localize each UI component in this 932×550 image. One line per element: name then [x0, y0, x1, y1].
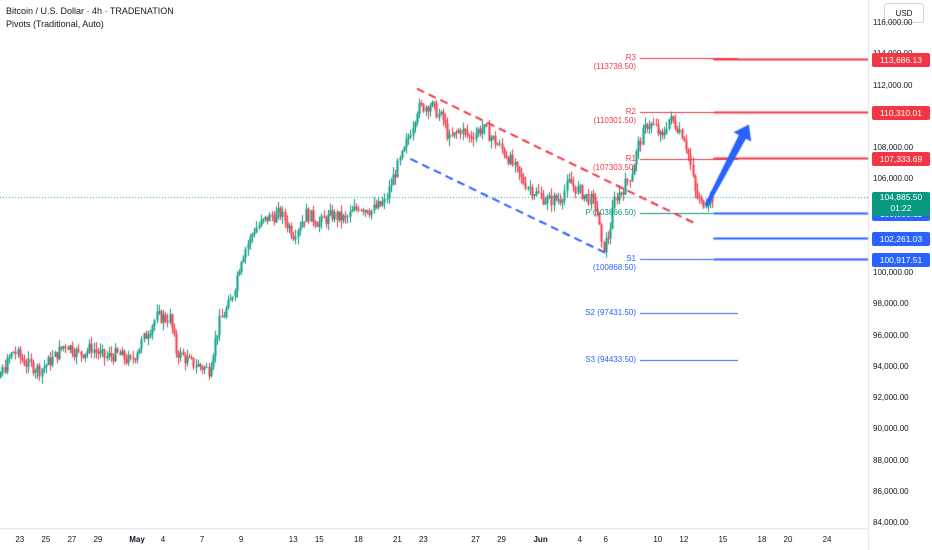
- y-tick-label: 100,000.00: [873, 268, 914, 277]
- y-tick-label: 106,000.00: [873, 174, 914, 184]
- x-tick-label: 6: [603, 535, 608, 544]
- x-tick-label: 18: [757, 535, 767, 544]
- y-tick-label: 88,000.00: [873, 455, 909, 465]
- pivot-label-r2: R2 (110301.50): [593, 106, 636, 125]
- y-tick-label: 112,000.00: [873, 80, 913, 90]
- y-tick-label: 92,000.00: [873, 393, 909, 402]
- x-tick-label: Jun: [533, 535, 548, 544]
- y-tick-label: 98,000.00: [873, 299, 909, 309]
- x-tick-label: 20: [783, 535, 793, 544]
- x-tick-label: 29: [497, 535, 506, 544]
- x-tick-label: 13: [288, 535, 298, 544]
- y-tick-label: 94,000.00: [873, 361, 909, 371]
- symbol-title: Bitcoin / U.S. Dollar · 4h · TRADENATION: [6, 6, 174, 16]
- x-tick-label: May: [129, 535, 145, 544]
- x-tick-label: 18: [353, 535, 363, 544]
- x-tick-label: 15: [314, 535, 324, 544]
- x-tick-label: 21: [392, 535, 402, 544]
- current-price-value: 104,885.50: [879, 191, 923, 202]
- x-tick-label: 27: [471, 535, 480, 544]
- x-tick-label: 15: [718, 535, 728, 544]
- x-tick-label: 9: [238, 535, 244, 544]
- x-tick-label: 27: [67, 535, 77, 544]
- level-tag: 107,333.69: [872, 151, 930, 166]
- y-tick-label: 90,000.00: [873, 424, 909, 434]
- y-tick-label: 116,000.00: [873, 18, 913, 27]
- x-tick-label: 12: [679, 535, 689, 544]
- x-tick-label: 4: [577, 535, 582, 544]
- currency-button[interactable]: USD: [884, 3, 924, 23]
- x-tick-label: 23: [15, 535, 25, 544]
- y-tick-label: 108,000.00: [873, 143, 914, 152]
- y-tick-label: 86,000.00: [873, 486, 909, 496]
- x-tick-label: 10: [653, 535, 663, 544]
- pivot-label-r3: R3 (113738.50): [593, 52, 636, 71]
- countdown: 01:22: [890, 202, 912, 213]
- pivot-label-s2: S2 (97431.50): [585, 307, 636, 317]
- x-tick-label: 7: [199, 535, 205, 544]
- x-tick-label: 24: [822, 535, 832, 544]
- level-tag: 110,310.01: [872, 105, 930, 120]
- current-price-tag: 104,885.50 01:22: [872, 191, 930, 216]
- pivot-label-r1: R1 (107303.50): [592, 153, 636, 172]
- pivot-label-s1: S1 (100868.50): [592, 253, 636, 272]
- pivot-label-s3: S3 (94433.50): [585, 354, 636, 364]
- x-tick-label: 4: [160, 535, 166, 544]
- x-tick-label: 25: [41, 535, 51, 544]
- level-tag: 113,686.13: [872, 52, 930, 67]
- level-tag: 102,261.03: [872, 231, 930, 246]
- indicator-title: Pivots (Traditional, Auto): [6, 19, 104, 29]
- y-tick-label: 84,000.00: [873, 518, 909, 527]
- x-tick-label: 29: [93, 535, 103, 544]
- level-tag: 100,917.51: [872, 252, 930, 267]
- x-tick-label: 23: [418, 535, 428, 544]
- y-tick-label: 96,000.00: [873, 330, 909, 340]
- pivot-label-p: P (103866.50): [585, 207, 636, 217]
